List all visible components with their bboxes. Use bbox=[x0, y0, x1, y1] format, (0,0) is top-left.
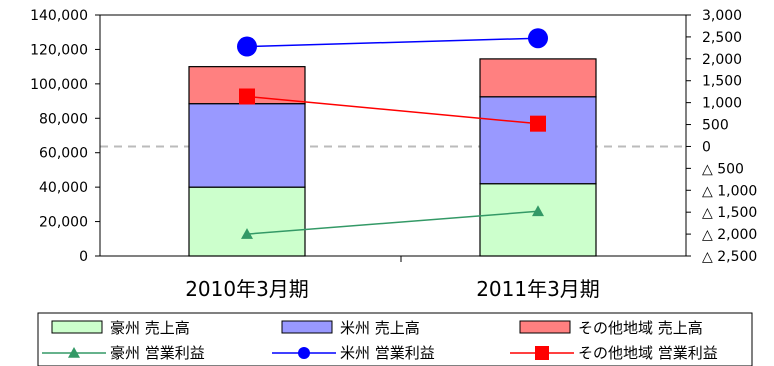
legend-swatch bbox=[51, 320, 103, 334]
square-marker bbox=[530, 115, 546, 132]
right-axis-tick-label: △ 1,500 bbox=[702, 205, 757, 221]
left-axis-tick-label: 140,000 bbox=[30, 8, 88, 24]
bar-segment bbox=[479, 183, 597, 257]
left-axis-tick-label: 120,000 bbox=[30, 42, 88, 58]
square-marker bbox=[535, 346, 549, 360]
triangle-marker bbox=[532, 205, 544, 217]
right-axis-tick-label: 500 bbox=[702, 118, 729, 134]
right-axis-tick-label: 2,500 bbox=[702, 30, 742, 46]
bar-segment bbox=[479, 96, 597, 185]
square-marker bbox=[239, 88, 255, 105]
series-line bbox=[246, 95, 539, 125]
bar-segment bbox=[188, 186, 306, 257]
series-line bbox=[246, 210, 539, 235]
line-layer bbox=[237, 28, 548, 239]
right-axis-tick-label: △ 500 bbox=[702, 161, 744, 177]
right-axis-tick-label: 2,000 bbox=[702, 52, 742, 68]
right-axis-tick-label: 1,500 bbox=[702, 74, 742, 90]
tick-labels: 0 20,000 40,000 60,000 80,000 100,000 120,000 1… bbox=[30, 8, 757, 301]
legend-label: 米州 売上高 bbox=[340, 319, 420, 337]
right-axis-tick-label: 0 bbox=[702, 139, 711, 155]
legend-label: 豪州 営業利益 bbox=[110, 344, 205, 362]
left-axis-tick-label: 0 bbox=[79, 249, 88, 265]
legend-box bbox=[37, 312, 753, 366]
left-axis-tick-label: 20,000 bbox=[39, 215, 88, 231]
right-axis-tick-label: △ 2,500 bbox=[702, 249, 757, 265]
bar-segment bbox=[479, 58, 597, 98]
right-axis-tick-label: △ 1,000 bbox=[702, 183, 757, 199]
right-axis-tick-label: 3,000 bbox=[702, 8, 742, 24]
bar-segment bbox=[188, 103, 306, 188]
circle-marker bbox=[237, 36, 257, 57]
right-axis-tick-label: △ 2,000 bbox=[702, 227, 757, 243]
category-label: 2010年3月期 bbox=[185, 277, 309, 301]
left-axis-tick-label: 40,000 bbox=[39, 180, 88, 196]
right-axis-tick-label: 1,000 bbox=[702, 96, 742, 112]
plot-area-border bbox=[99, 14, 687, 257]
left-axis-tick-label: 80,000 bbox=[39, 111, 88, 127]
legend-swatch bbox=[281, 320, 333, 334]
triangle-marker bbox=[68, 347, 80, 358]
legend-label: その他地域 売上高 bbox=[578, 319, 703, 337]
left-axis-tick-label: 100,000 bbox=[30, 77, 88, 93]
legend-label: 豪州 売上高 bbox=[110, 319, 190, 337]
left-axis-tick-label: 60,000 bbox=[39, 146, 88, 162]
legend-label: その他地域 営業利益 bbox=[578, 344, 718, 362]
legend-label: 米州 営業利益 bbox=[340, 344, 435, 362]
series-line bbox=[246, 37, 539, 48]
axes bbox=[95, 14, 691, 262]
triangle-marker bbox=[241, 228, 253, 239]
legend-swatch bbox=[519, 320, 571, 334]
circle-marker bbox=[528, 28, 548, 49]
category-label: 2011年3月期 bbox=[476, 277, 600, 301]
bar-layer bbox=[188, 58, 597, 257]
circle-marker bbox=[298, 347, 310, 359]
